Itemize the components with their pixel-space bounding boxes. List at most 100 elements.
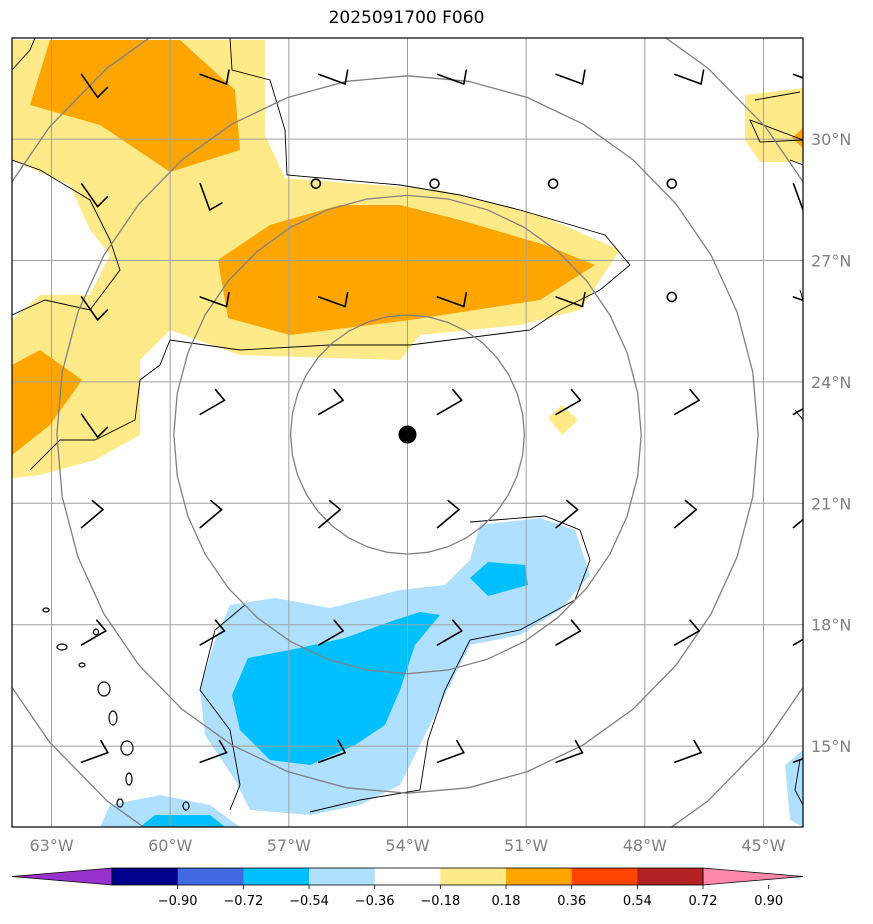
range-ring [173, 194, 642, 675]
wind-barbs [80, 69, 803, 764]
colorbar-segment [374, 868, 441, 885]
wind-barb [555, 739, 584, 764]
colorbar-outline [111, 867, 704, 886]
calm-wind-circle [666, 291, 678, 303]
range-ring [289, 314, 526, 555]
wind-barb [318, 69, 349, 85]
colorbar-tick-label: −0.72 [223, 894, 263, 909]
negative-anomaly-mid-fill [140, 562, 528, 827]
colorbar-tick-label: −0.90 [158, 894, 198, 909]
latitude-tick-labels: 30°N 27°N 24°N 21°N 18°N 15°N [811, 130, 851, 756]
storm-center-marker [398, 425, 417, 444]
latitude-tick-label: 27°N [811, 252, 851, 271]
calm-wind-circle [429, 178, 440, 189]
wind-barb [792, 638, 803, 646]
longitude-tick-label: 54°W [385, 836, 429, 855]
colorbar-tick-label: −0.54 [289, 894, 329, 909]
negative-anomaly-weak-fill [100, 518, 803, 827]
wind-barb [80, 413, 109, 439]
colorbar-tick-label: 0.36 [557, 894, 586, 909]
longitude-tick-label: 45°W [741, 836, 785, 855]
colorbar-segment [309, 868, 376, 885]
wind-barb [318, 619, 344, 646]
latitude-tick-label: 18°N [811, 616, 851, 635]
wind-barb [80, 499, 104, 529]
wind-barb [318, 388, 344, 416]
islands [42, 607, 190, 811]
wind-barb [673, 388, 700, 416]
wind-barb [199, 499, 223, 529]
wind-barb [673, 69, 705, 85]
wind-barb [792, 73, 803, 79]
longitude-tick-label: 48°W [623, 836, 667, 855]
colorbar-segment [571, 868, 638, 885]
wind-barb [792, 182, 803, 211]
wind-barb [792, 757, 803, 764]
wind-barb [436, 69, 468, 85]
wind-barb [199, 291, 230, 308]
wind-barb [318, 499, 342, 529]
colorbar-segment [506, 868, 573, 885]
range-ring [56, 75, 759, 794]
colorbar-tick-label: −0.36 [355, 894, 395, 909]
colorbar-tick-label: −0.18 [420, 894, 460, 909]
wind-barb [80, 296, 109, 321]
wind-barb [555, 388, 582, 416]
wind-barb [792, 296, 803, 302]
colorbar-tick-label: 0.54 [623, 894, 652, 909]
latitude-tick-label: 15°N [811, 737, 851, 756]
wind-barb [555, 69, 586, 85]
calm-wind-circle [666, 178, 678, 189]
wind-barb [199, 388, 226, 416]
wind-barb [80, 619, 107, 646]
wind-barb [80, 73, 109, 99]
colorbar-tick-label: 0.90 [754, 894, 783, 909]
colorbar-segment [177, 868, 244, 885]
latitude-tick-label: 24°N [811, 373, 851, 392]
wind-barb [318, 291, 349, 308]
wind-barb [673, 619, 700, 646]
map-title: 2025091700 F060 [328, 8, 485, 28]
wind-barb [199, 182, 223, 211]
colorbar-extend-high [702, 867, 804, 886]
colorbar-segment [112, 868, 179, 885]
longitude-tick-label: 63°W [29, 836, 73, 855]
wind-barb [199, 739, 228, 764]
colorbar-extend-low [11, 867, 113, 886]
latitude-tick-label: 30°N [811, 130, 851, 149]
wind-barb [436, 739, 465, 764]
wind-barb [555, 291, 586, 308]
longitude-tick-label: 51°W [504, 836, 548, 855]
map-frame [11, 37, 804, 828]
wind-barb [792, 407, 803, 416]
colorbar-segment [637, 868, 704, 885]
wind-barb [555, 499, 579, 529]
wind-barb [792, 518, 803, 529]
calm-wind-circle [310, 178, 322, 189]
wind-barb [80, 182, 109, 208]
latitude-tick-label: 21°N [811, 494, 851, 513]
colorbar-tick-label: 0.72 [689, 894, 718, 909]
wind-barb [199, 619, 226, 646]
wind-barb [555, 619, 582, 646]
wind-barb [673, 739, 702, 764]
wind-barb [436, 499, 460, 529]
wind-barb [436, 619, 463, 646]
wind-barb [673, 499, 698, 529]
colorbar: −0.90 −0.72 −0.54 −0.36 −0.18 0.18 0.36 0.54 0.7… [11, 867, 804, 909]
calm-wind-circle [547, 178, 559, 189]
colorbar-tick-label: 0.18 [492, 894, 521, 909]
wind-barb [436, 291, 468, 308]
wind-barb [199, 69, 230, 85]
map-gridlines [12, 38, 803, 827]
longitude-tick-label: 60°W [148, 836, 192, 855]
wind-barb [80, 739, 109, 764]
longitude-tick-label: 57°W [267, 836, 311, 855]
colorbar-segment [440, 868, 507, 885]
longitude-tick-labels: 63°W 60°W 57°W 54°W 51°W 48°W 45°W [29, 836, 785, 855]
wind-barb [318, 739, 346, 764]
colorbar-segment [243, 868, 310, 885]
wind-barb [436, 388, 463, 416]
